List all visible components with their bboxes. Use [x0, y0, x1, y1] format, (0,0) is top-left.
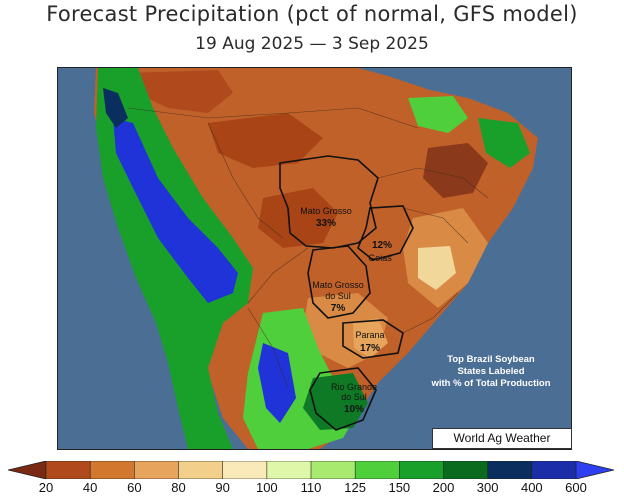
state-name-ms-line2: do Sul — [325, 291, 351, 301]
legend-swatch — [487, 461, 533, 479]
state-name-rs-line1: Rio Grande — [331, 382, 377, 392]
legend-swatch — [222, 461, 268, 479]
legend-tick-label: 150 — [388, 480, 411, 495]
state-name-goias: Goias — [368, 253, 392, 263]
very-dry-region-north — [128, 70, 233, 113]
legend-swatch — [354, 461, 401, 479]
very-dry-region-center — [258, 188, 338, 248]
andes-extreme-wet — [113, 118, 238, 303]
state-label-mato-grosso: Mato Grosso 33% — [300, 206, 352, 229]
legend-tick-label: 200 — [432, 480, 455, 495]
legend-ticks: 20 40 60 80 90 100 110 125 150 200 300 400 600 — [0, 480, 624, 500]
legend-swatch — [89, 461, 136, 479]
legend-tick-label: 600 — [565, 480, 587, 495]
legend-colorbar — [8, 461, 614, 479]
state-boundaries — [279, 155, 414, 431]
legend-swatch — [134, 461, 180, 479]
state-pct-mato-grosso: 33% — [316, 218, 336, 229]
mato-grosso-boundary — [279, 155, 379, 249]
note-line-3: with % of Total Production — [430, 378, 550, 389]
state-label-parana: Parana 17% — [355, 330, 384, 354]
state-pct-goias: 12% — [372, 240, 392, 251]
legend-swatch — [399, 461, 445, 479]
very-dry-region-amazon — [208, 113, 323, 168]
goias-boundary — [357, 205, 414, 261]
note-line-2: States Labeled — [457, 366, 524, 377]
near-normal-region-2 — [353, 318, 388, 358]
legend-tick-label: 80 — [171, 480, 186, 495]
parana-boundary — [342, 319, 404, 359]
andes-very-wet — [103, 88, 128, 128]
precipitation-map: Mato Grosso 33% 12% Goias Mato Grosso do… — [57, 67, 572, 450]
legend-tick-label: 110 — [300, 480, 322, 495]
legend-tick-label: 90 — [215, 480, 230, 495]
legend-arrow-high — [575, 461, 614, 479]
legend-tick-label: 125 — [344, 480, 367, 495]
rio-grande-do-sul-boundary — [309, 367, 377, 431]
map-subtitle: 19 Aug 2025 — 3 Sep 2025 — [195, 34, 429, 54]
state-name-rs-line2: do Sul — [341, 392, 367, 402]
map-svg: Mato Grosso 33% 12% Goias Mato Grosso do… — [58, 68, 571, 449]
legend-swatch — [266, 461, 312, 479]
very-dry-region-east — [423, 143, 488, 198]
map-title: Forecast Precipitation (pct of normal, G… — [46, 2, 578, 26]
legend-swatch — [443, 461, 489, 479]
legend-tick-label: 300 — [476, 480, 499, 495]
credit-label: World Ag Weather — [432, 428, 572, 449]
state-name-parana: Parana — [355, 330, 384, 340]
legend-swatch — [178, 461, 224, 479]
legend-tick-label: 400 — [520, 480, 543, 495]
north-coast-wet-1 — [408, 96, 468, 133]
south-extreme-wet — [258, 343, 296, 423]
legend-tick-label: 60 — [127, 480, 142, 495]
state-pct-ms: 7% — [331, 303, 346, 314]
state-pct-parana: 17% — [360, 343, 380, 354]
state-pct-rs: 10% — [344, 404, 364, 415]
political-boundaries — [127, 107, 489, 389]
note-line-1: Top Brazil Soybean — [447, 354, 535, 365]
soybean-note: Top Brazil Soybean States Labeled with %… — [430, 354, 550, 389]
mato-grosso-do-sul-boundary — [307, 245, 371, 319]
state-label-goias: 12% Goias — [368, 240, 392, 263]
legend-tick-label: 20 — [38, 480, 54, 495]
near-normal-region — [418, 246, 456, 290]
state-label-rio-grande-do-sul: Rio Grande do Sul 10% — [331, 382, 377, 415]
legend-swatch — [45, 461, 91, 479]
north-coast-wet-2 — [478, 118, 530, 168]
legend-tick-label: 40 — [82, 480, 98, 495]
state-name-ms-line1: Mato Grosso — [312, 280, 364, 290]
state-label-mato-grosso-do-sul: Mato Grosso do Sul 7% — [312, 280, 364, 314]
legend-swatch — [531, 461, 577, 479]
legend-tick-label: 100 — [255, 480, 278, 495]
legend-arrow-low — [8, 461, 47, 479]
legend-swatch — [310, 461, 356, 479]
state-name-mato-grosso: Mato Grosso — [300, 206, 352, 216]
